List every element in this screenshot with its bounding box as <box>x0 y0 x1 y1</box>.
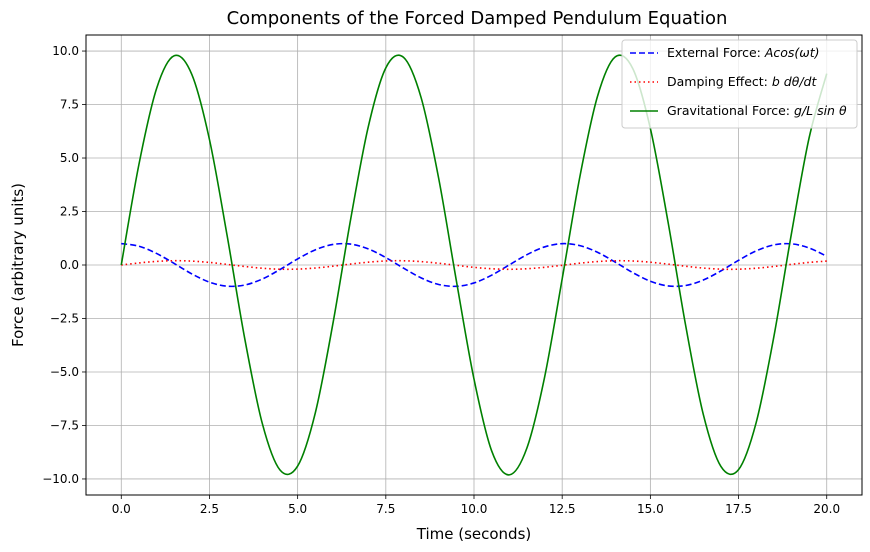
external-force-series-line <box>121 242 828 288</box>
y-tick-label: −7.5 <box>50 418 79 432</box>
legend-label-math: b dθ/dt <box>772 74 818 89</box>
x-axis-title: Time (seconds) <box>416 525 532 543</box>
y-tick-label: −10.0 <box>42 472 79 486</box>
legend-label-prefix: External Force: <box>667 45 765 60</box>
x-tick-label: 10.0 <box>461 502 488 516</box>
x-tick-label: 12.5 <box>549 502 576 516</box>
y-tick-label: 10.0 <box>52 44 79 58</box>
chart-title: Components of the Forced Damped Pendulum… <box>227 8 728 29</box>
x-tick-label: 15.0 <box>637 502 664 516</box>
legend-label-prefix: Damping Effect: <box>667 74 772 89</box>
x-tick-label: 0.0 <box>112 502 131 516</box>
legend-box <box>621 39 858 129</box>
legend-label-math: Acos(ωt) <box>764 45 820 60</box>
legend-label-math: g/L sin θ <box>794 103 847 118</box>
gravitational-force-series-line <box>120 54 828 476</box>
x-axis: 0.0 2.5 5.0 7.5 10.0 12.5 15.0 17.5 20.0 <box>112 495 840 516</box>
external-force-legend-label: External Force: Acos(ωt) <box>667 45 820 60</box>
x-tick-label: 7.5 <box>376 502 395 516</box>
damping-effect-legend-label: Damping Effect: b dθ/dt <box>667 74 817 89</box>
y-tick-label: 2.5 <box>60 205 79 219</box>
legend: External Force: Acos(ωt) Damping Effect: … <box>621 39 858 129</box>
y-axis: −10.0 −7.5 −5.0 −2.5 0.0 2.5 5.0 7.5 10.0 <box>42 44 86 486</box>
x-tick-label: 5.0 <box>288 502 307 516</box>
y-tick-label: 5.0 <box>60 151 79 165</box>
y-tick-label: 0.0 <box>60 258 79 272</box>
y-tick-label: −5.0 <box>50 365 79 379</box>
y-axis-title: Force (arbitrary units) <box>9 183 27 347</box>
x-tick-label: 20.0 <box>813 502 840 516</box>
y-tick-label: 7.5 <box>60 98 79 112</box>
x-tick-label: 17.5 <box>725 502 752 516</box>
series-layer <box>120 54 828 476</box>
gravitational-force-legend-label: Gravitational Force: g/L sin θ <box>667 103 847 118</box>
x-tick-label: 2.5 <box>200 502 219 516</box>
y-tick-label: −2.5 <box>50 311 79 325</box>
legend-label-prefix: Gravitational Force: <box>667 103 794 118</box>
